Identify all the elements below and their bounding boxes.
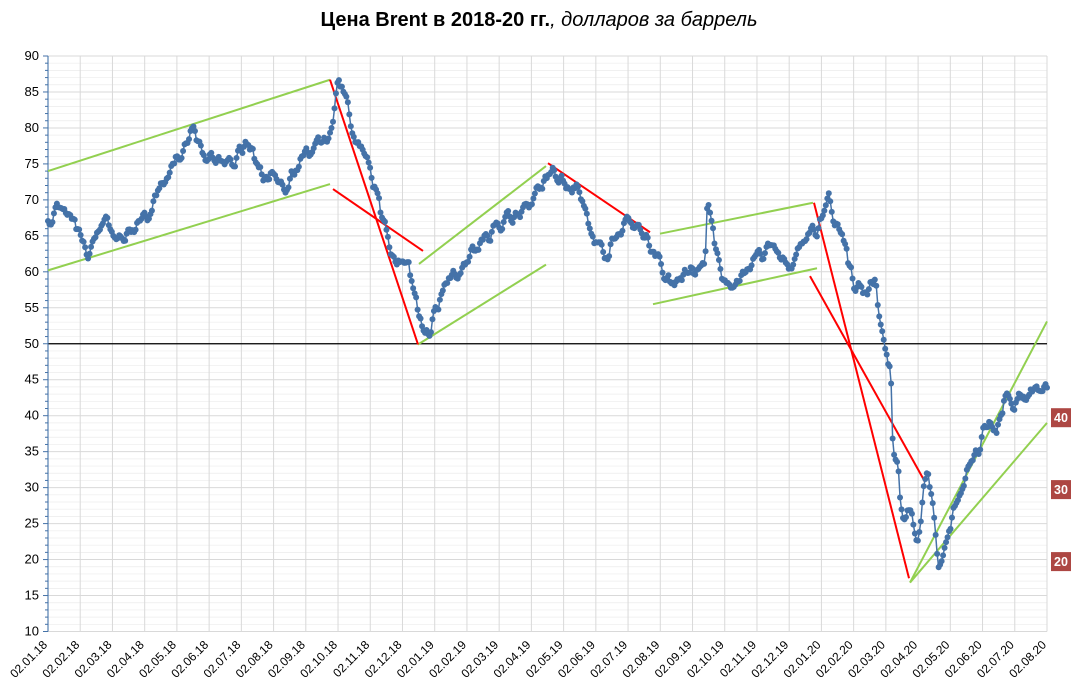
svg-text:60: 60: [25, 264, 39, 279]
svg-text:15: 15: [25, 588, 39, 603]
svg-text:90: 90: [25, 48, 39, 63]
svg-text:50: 50: [25, 336, 39, 351]
svg-text:40: 40: [1054, 411, 1068, 425]
svg-text:40: 40: [25, 408, 39, 423]
svg-text:80: 80: [25, 120, 39, 135]
svg-text:25: 25: [25, 516, 39, 531]
svg-text:55: 55: [25, 300, 39, 315]
svg-text:20: 20: [1054, 555, 1068, 569]
svg-text:65: 65: [25, 228, 39, 243]
svg-text:70: 70: [25, 192, 39, 207]
svg-text:30: 30: [25, 480, 39, 495]
svg-text:85: 85: [25, 84, 39, 99]
svg-text:75: 75: [25, 156, 39, 171]
svg-text:20: 20: [25, 552, 39, 567]
svg-text:30: 30: [1054, 483, 1068, 497]
svg-text:45: 45: [25, 372, 39, 387]
svg-text:35: 35: [25, 444, 39, 459]
svg-text:10: 10: [25, 624, 39, 639]
